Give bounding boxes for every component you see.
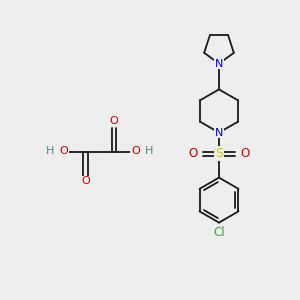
Text: H: H <box>145 146 153 157</box>
Text: Cl: Cl <box>213 226 225 239</box>
Text: O: O <box>188 147 197 160</box>
Text: O: O <box>131 146 140 157</box>
Text: O: O <box>59 146 68 157</box>
Text: O: O <box>241 147 250 160</box>
Text: S: S <box>215 147 223 160</box>
Text: N: N <box>215 58 223 69</box>
Text: N: N <box>215 128 223 138</box>
Text: O: O <box>81 176 90 187</box>
Text: O: O <box>110 116 118 127</box>
Text: H: H <box>46 146 55 157</box>
